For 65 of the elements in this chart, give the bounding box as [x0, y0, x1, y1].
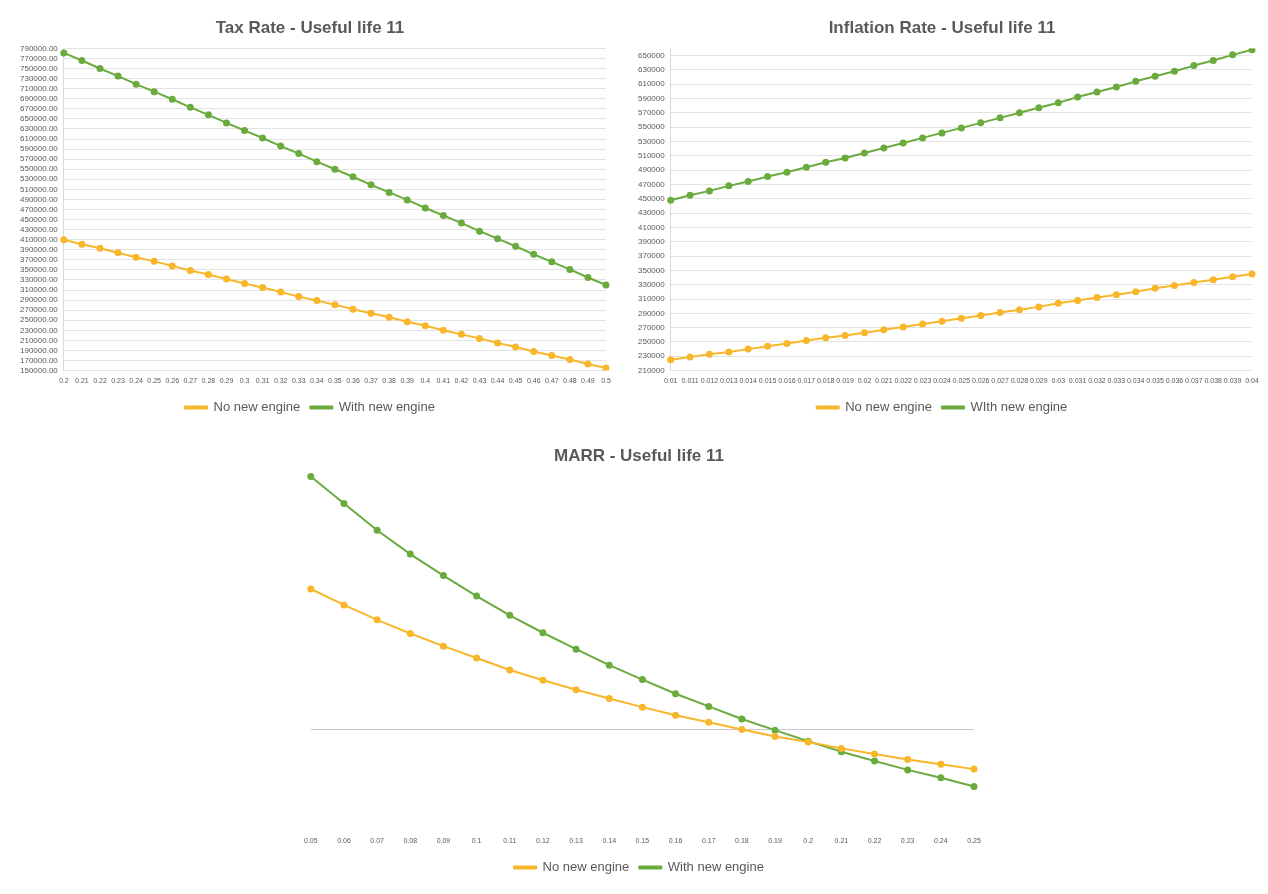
- y-tick-label: 530000.00: [19, 174, 59, 184]
- y-tick-label: 650000: [637, 50, 666, 60]
- legend-label: With new engine: [338, 399, 435, 415]
- chart-title: Inflation Rate - Useful life 11: [828, 17, 1056, 37]
- y-tick-label: 310000: [637, 294, 666, 304]
- legend-label: No new engine: [542, 859, 630, 875]
- y-tick-label: 430000.00: [19, 224, 59, 234]
- y-tick-label: 250000: [637, 337, 666, 347]
- y-tick-label: 450000: [637, 193, 666, 203]
- y-tick-label: 410000: [637, 222, 666, 232]
- y-tick-label: 450000.00: [19, 214, 59, 224]
- y-tick-label: 270000.00: [19, 305, 59, 315]
- legend-label: With new engine: [667, 859, 764, 875]
- legend-label: No new engine: [845, 399, 932, 415]
- y-tick-label: 730000.00: [19, 73, 59, 83]
- y-tick-label: 630000.00: [19, 124, 59, 134]
- y-tick-label: 290000.00: [19, 295, 59, 305]
- y-tick-label: 510000.00: [19, 184, 59, 194]
- legend-label: No new engine: [213, 399, 301, 415]
- chart-title: MARR - Useful life 11: [553, 445, 725, 465]
- y-tick-label: 350000: [637, 265, 666, 275]
- y-tick-label: 210000: [637, 365, 666, 375]
- y-tick-label: 270000: [637, 322, 666, 332]
- y-tick-label: 290000: [637, 308, 666, 318]
- y-tick-label: 410000.00: [19, 234, 59, 244]
- y-tick-label: 490000.00: [19, 194, 59, 204]
- y-tick-label: 750000.00: [19, 63, 59, 73]
- y-tick-label: 670000.00: [19, 104, 59, 114]
- y-tick-label: 230000: [637, 351, 666, 361]
- y-tick-label: 590000.00: [19, 144, 59, 154]
- y-tick-label: 150000.00: [19, 365, 59, 375]
- y-tick-label: 350000.00: [19, 265, 59, 275]
- y-tick-label: 610000: [637, 79, 666, 89]
- y-tick-label: 530000: [637, 136, 666, 146]
- y-tick-label: 610000.00: [19, 134, 59, 144]
- y-tick-label: 470000: [637, 179, 666, 189]
- y-tick-label: 330000.00: [19, 275, 59, 285]
- y-tick-label: 370000.00: [19, 255, 59, 265]
- y-tick-label: 790000.00: [19, 43, 59, 53]
- y-tick-label: 430000: [637, 208, 666, 218]
- y-tick-label: 390000: [637, 236, 666, 246]
- y-tick-label: 210000.00: [19, 335, 59, 345]
- y-tick-label: 710000.00: [19, 83, 59, 93]
- y-tick-label: 510000: [637, 151, 666, 160]
- y-tick-label: 550000.00: [19, 164, 59, 174]
- y-tick-label: 310000.00: [19, 285, 59, 295]
- chart-title: Tax Rate - Useful life 11: [215, 17, 405, 37]
- y-tick-label: 170000.00: [19, 355, 59, 365]
- y-tick-label: 190000.00: [19, 345, 59, 355]
- y-tick-label: 770000.00: [19, 53, 59, 63]
- y-tick-label: 370000: [637, 251, 666, 261]
- y-tick-label: 550000: [637, 122, 666, 132]
- legend-label: WIth new engine: [970, 399, 1068, 415]
- y-tick-label: 570000.00: [19, 154, 59, 164]
- y-tick-label: 630000: [637, 65, 666, 75]
- y-tick-label: 390000.00: [19, 244, 59, 254]
- y-tick-label: 490000: [637, 165, 666, 175]
- y-tick-label: 570000: [637, 108, 666, 118]
- y-tick-label: 470000.00: [19, 204, 59, 214]
- y-tick-label: 590000: [637, 93, 666, 103]
- y-tick-label: 330000: [637, 279, 666, 289]
- y-tick-label: 650000.00: [19, 114, 59, 124]
- y-tick-label: 690000.00: [19, 93, 59, 103]
- y-tick-label: 250000.00: [19, 315, 59, 325]
- y-tick-label: 230000.00: [19, 325, 59, 335]
